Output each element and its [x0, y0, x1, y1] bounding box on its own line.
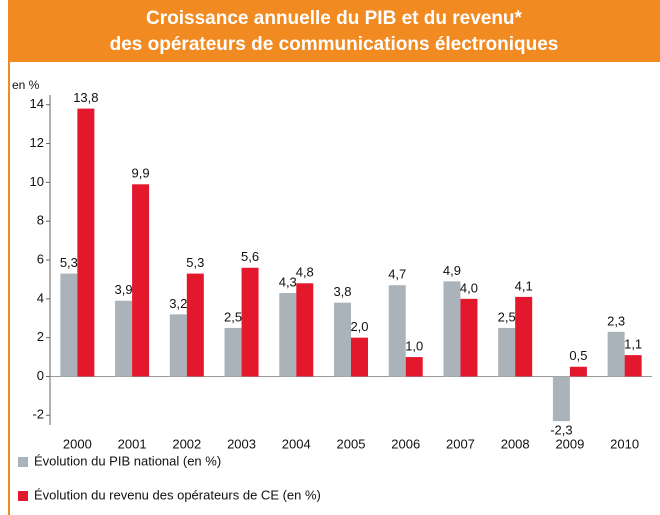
x-tick-label: 2007	[446, 436, 475, 451]
bar	[569, 366, 587, 377]
data-label: 5,6	[241, 249, 259, 264]
x-tick-label: 2009	[555, 436, 584, 451]
bar	[115, 300, 133, 377]
y-tick-label: 0	[37, 368, 44, 383]
legend-swatch	[18, 491, 28, 501]
x-tick-label: 2005	[337, 436, 366, 451]
data-label: 1,1	[624, 337, 642, 352]
x-tick-label: 2006	[391, 436, 420, 451]
data-label: 4,7	[388, 267, 406, 282]
legend-label: Évolution du revenu des opérateurs de CE…	[34, 487, 321, 502]
legend-label: Évolution du PIB national (en %)	[34, 453, 221, 468]
chart-title: des opérateurs de communications électro…	[110, 34, 559, 55]
bar	[279, 293, 297, 377]
x-tick-label: 2010	[610, 436, 639, 451]
data-label: 4,8	[296, 265, 314, 280]
x-tick-label: 2001	[118, 436, 147, 451]
data-label: 4,1	[515, 278, 533, 293]
y-tick-label: 8	[37, 213, 44, 228]
data-label: 13,8	[73, 90, 98, 105]
bar	[498, 327, 516, 377]
x-tick-label: 2003	[227, 436, 256, 451]
data-label: 3,8	[333, 284, 351, 299]
data-label: 9,9	[132, 166, 150, 181]
y-tick-label: 4	[37, 290, 44, 305]
bar	[224, 327, 242, 377]
y-tick-label: 14	[30, 96, 44, 111]
bar	[296, 283, 314, 377]
data-label: 5,3	[60, 255, 78, 270]
bar	[334, 302, 351, 377]
data-label: 5,3	[186, 255, 204, 270]
bar	[552, 376, 570, 422]
y-tick-label: 2	[37, 329, 44, 344]
bar	[241, 267, 259, 377]
chart-title: Croissance annuelle du PIB et du revenu*	[146, 8, 522, 29]
data-label: -2,3	[550, 423, 572, 438]
bar	[405, 357, 423, 377]
data-label: 2,3	[607, 313, 625, 328]
y-tick-label: 6	[37, 251, 44, 266]
x-tick-label: 2002	[172, 436, 201, 451]
bar	[443, 281, 461, 377]
data-label: 2,5	[224, 309, 242, 324]
data-label: 3,9	[115, 282, 133, 297]
bar	[186, 273, 204, 377]
bar	[388, 285, 406, 377]
bar	[607, 331, 625, 377]
data-label: 4,0	[460, 280, 478, 295]
data-label: 3,2	[169, 296, 187, 311]
bar	[351, 337, 368, 377]
x-tick-label: 2008	[501, 436, 530, 451]
bar	[515, 296, 533, 377]
y-tick-label: 10	[30, 174, 44, 189]
data-label: 4,9	[443, 263, 461, 278]
x-tick-label: 2000	[63, 436, 92, 451]
bar	[169, 314, 187, 377]
y-axis-label: en %	[12, 78, 40, 92]
data-label: 4,3	[279, 274, 297, 289]
bar	[60, 273, 78, 377]
bar	[132, 184, 150, 377]
y-tick-label: 12	[30, 135, 44, 150]
data-label: 2,0	[350, 319, 368, 334]
bar	[77, 108, 95, 377]
data-label: 2,5	[498, 309, 516, 324]
title-bar	[8, 0, 660, 62]
y-tick-label: -2	[32, 407, 44, 422]
bar	[460, 298, 478, 377]
x-tick-label: 2004	[282, 436, 311, 451]
bar	[624, 355, 642, 377]
data-label: 1,0	[405, 338, 423, 353]
data-label: 0,5	[569, 348, 587, 363]
legend-swatch	[18, 457, 28, 467]
